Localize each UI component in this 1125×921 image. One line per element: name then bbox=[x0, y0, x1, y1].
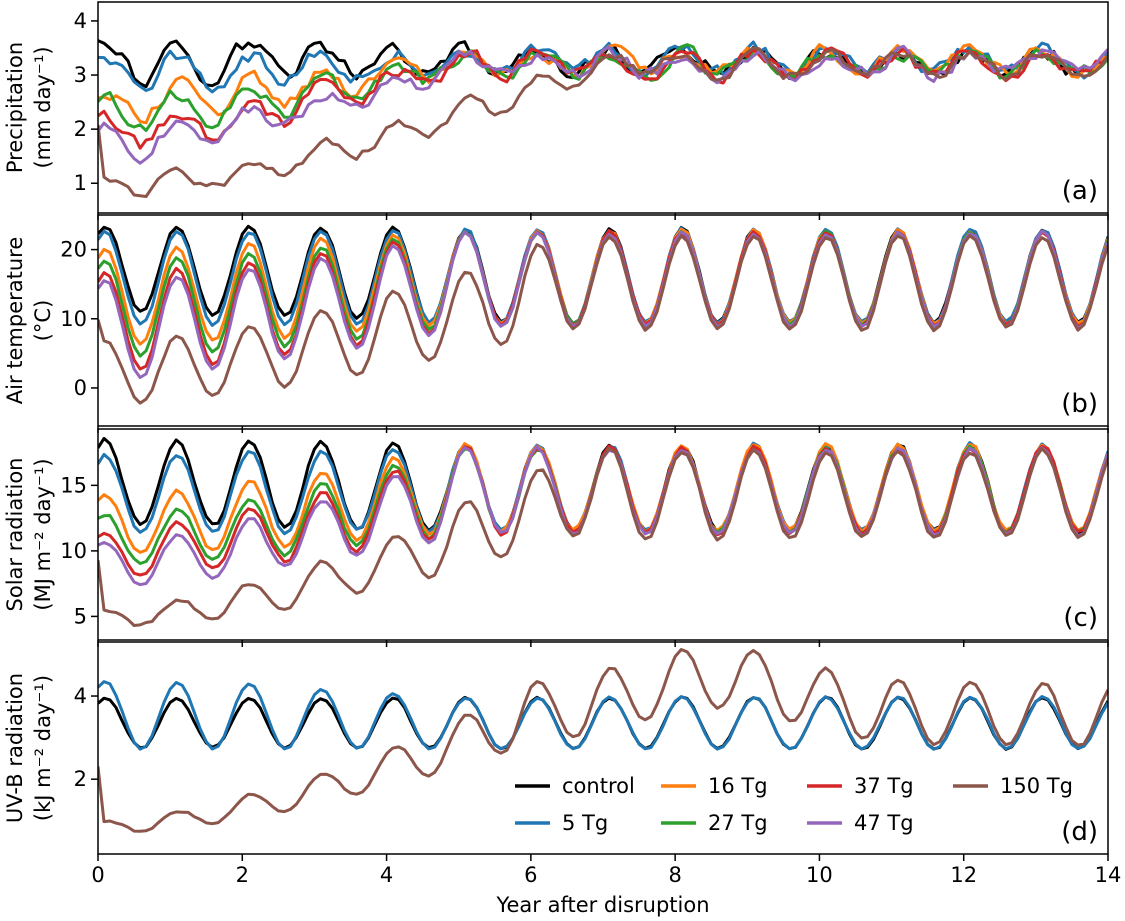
panel-label-b: (b) bbox=[1061, 389, 1098, 419]
plot-frame-a bbox=[97, 1, 1109, 214]
legend-item-27tg: 27 Tg bbox=[661, 811, 768, 835]
y-tick-label-d-4: 4 bbox=[74, 684, 87, 708]
series-group-c bbox=[98, 436, 1108, 627]
legend-item-150tg: 150 Tg bbox=[953, 774, 1073, 798]
y-tick-label-a-4: 4 bbox=[74, 9, 87, 33]
series-line-c-150tg bbox=[98, 447, 1108, 627]
panel-b: 0 10 20 Air temperature (°C) (b) bbox=[3, 214, 1109, 433]
y-axis-label-b-2: (°C) bbox=[31, 300, 55, 342]
plot-frame-b bbox=[97, 214, 1109, 427]
legend-label: 150 Tg bbox=[1000, 774, 1073, 798]
series-line-c-37tg bbox=[98, 444, 1108, 577]
panel-a: 1 2 3 4 Precipitation (mm day⁻¹) (a) bbox=[3, 1, 1109, 220]
legend-label: 16 Tg bbox=[708, 774, 768, 798]
series-line-b-37tg bbox=[98, 229, 1108, 371]
y-tick-label-b-0: 0 bbox=[74, 376, 87, 400]
y-axis-label-a-1: Precipitation bbox=[3, 42, 27, 173]
y-tick-label-c-5: 5 bbox=[74, 604, 87, 628]
legend-label: 47 Tg bbox=[854, 811, 914, 835]
legend-item-control: control bbox=[515, 774, 635, 798]
y-axis-label-b-1: Air temperature bbox=[3, 237, 27, 405]
panel-label-d: (d) bbox=[1061, 817, 1098, 847]
plot-frame-c bbox=[97, 428, 1109, 641]
y-axis-label-a-2: (mm day⁻¹) bbox=[31, 46, 55, 168]
legend-label: 5 Tg bbox=[562, 811, 608, 835]
y-tick-label-a-2: 2 bbox=[74, 117, 87, 141]
x-tick-label-6: 6 bbox=[524, 863, 537, 887]
series-line-b-150tg bbox=[98, 234, 1108, 405]
series-line-c-27tg bbox=[98, 444, 1108, 565]
legend-label: 27 Tg bbox=[708, 811, 768, 835]
panel-c: 5 10 15 Solar radiation (MJ m⁻² day⁻¹) (c) bbox=[3, 428, 1109, 647]
y-tick-label-c-10: 10 bbox=[60, 539, 87, 563]
legend-label: control bbox=[562, 774, 635, 798]
legend-item-16tg: 16 Tg bbox=[661, 774, 768, 798]
legend: control 16 Tg 37 Tg 150 Tg 5 Tg 27 Tg 47 Tg bbox=[515, 774, 1073, 835]
y-tick-label-a-3: 3 bbox=[74, 63, 87, 87]
y-axis-label-c-2: (MJ m⁻² day⁻¹) bbox=[31, 458, 55, 610]
legend-item-37tg: 37 Tg bbox=[807, 774, 914, 798]
series-group-d bbox=[98, 648, 1108, 833]
x-tick-label-12: 12 bbox=[950, 863, 977, 887]
series-line-d-150tg bbox=[98, 648, 1108, 833]
y-tick-label-b-10: 10 bbox=[60, 307, 87, 331]
x-tick-label-8: 8 bbox=[668, 863, 681, 887]
panel-d: 2 4 UV-B radiation (kJ m⁻² day⁻¹) (d) bbox=[3, 641, 1109, 861]
panel-label-a: (a) bbox=[1062, 176, 1098, 206]
series-group-a bbox=[98, 39, 1108, 198]
series-line-a-47tg bbox=[98, 44, 1108, 165]
series-line-a-150tg bbox=[98, 46, 1108, 198]
legend-item-5tg: 5 Tg bbox=[515, 811, 608, 835]
y-tick-label-d-2: 2 bbox=[74, 767, 87, 791]
series-group-b bbox=[98, 224, 1108, 405]
plot-frame-d bbox=[97, 641, 1109, 855]
y-tick-label-a-1: 1 bbox=[74, 171, 87, 195]
legend-label: 37 Tg bbox=[854, 774, 914, 798]
x-tick-label-10: 10 bbox=[806, 863, 833, 887]
x-tick-label-0: 0 bbox=[91, 863, 104, 887]
x-tick-label-14: 14 bbox=[1095, 863, 1122, 887]
legend-item-47tg: 47 Tg bbox=[807, 811, 914, 835]
y-axis-label-c-1: Solar radiation bbox=[3, 458, 27, 612]
series-line-b-27tg bbox=[98, 229, 1108, 358]
y-tick-label-c-15: 15 bbox=[60, 473, 87, 497]
y-axis-label-d-1: UV-B radiation bbox=[3, 673, 27, 823]
panel-label-c: (c) bbox=[1063, 603, 1098, 633]
x-tick-label-4: 4 bbox=[380, 863, 393, 887]
series-line-d-5tg bbox=[98, 680, 1108, 751]
x-tick-label-2: 2 bbox=[236, 863, 249, 887]
x-axis-label: Year after disruption bbox=[495, 893, 709, 917]
y-axis-label-d-2: (kJ m⁻² day⁻¹) bbox=[31, 675, 55, 821]
y-tick-label-b-20: 20 bbox=[60, 238, 87, 262]
